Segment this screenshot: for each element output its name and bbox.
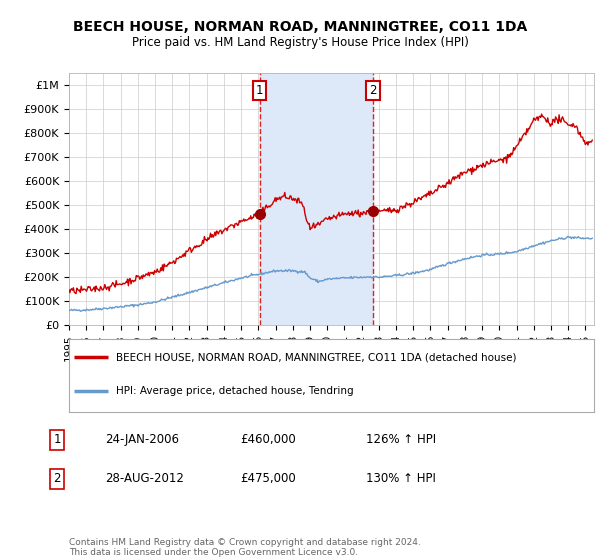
Text: 2: 2 — [369, 85, 377, 97]
Text: BEECH HOUSE, NORMAN ROAD, MANNINGTREE, CO11 1DA (detached house): BEECH HOUSE, NORMAN ROAD, MANNINGTREE, C… — [116, 352, 517, 362]
Text: 2: 2 — [53, 472, 61, 486]
Text: HPI: Average price, detached house, Tendring: HPI: Average price, detached house, Tend… — [116, 386, 354, 396]
Text: BEECH HOUSE, NORMAN ROAD, MANNINGTREE, CO11 1DA: BEECH HOUSE, NORMAN ROAD, MANNINGTREE, C… — [73, 20, 527, 34]
Text: 1: 1 — [256, 85, 263, 97]
Bar — [260, 73, 373, 325]
Text: £475,000: £475,000 — [240, 472, 296, 486]
Text: 24-JAN-2006: 24-JAN-2006 — [105, 433, 179, 446]
Text: Price paid vs. HM Land Registry's House Price Index (HPI): Price paid vs. HM Land Registry's House … — [131, 36, 469, 49]
Text: 28-AUG-2012: 28-AUG-2012 — [105, 472, 184, 486]
Text: £460,000: £460,000 — [240, 433, 296, 446]
Text: 1: 1 — [53, 433, 61, 446]
Text: 126% ↑ HPI: 126% ↑ HPI — [366, 433, 436, 446]
Text: Contains HM Land Registry data © Crown copyright and database right 2024.
This d: Contains HM Land Registry data © Crown c… — [69, 538, 421, 557]
Text: 130% ↑ HPI: 130% ↑ HPI — [366, 472, 436, 486]
